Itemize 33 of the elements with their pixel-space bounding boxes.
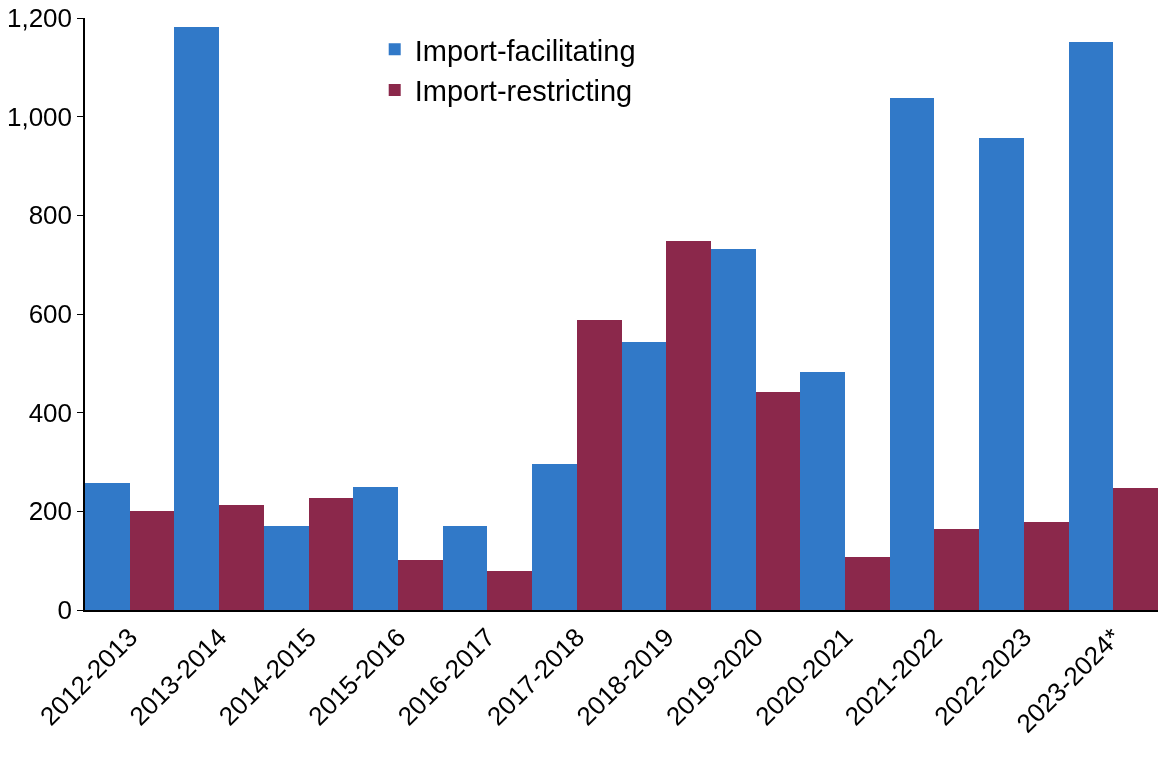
- bar: [577, 320, 622, 610]
- bar: [85, 483, 130, 610]
- bar: [219, 505, 264, 610]
- legend-label: Import-facilitating: [414, 34, 636, 67]
- bar: [309, 498, 353, 610]
- y-tick-label: 1,000: [6, 101, 73, 132]
- bar: [532, 464, 577, 610]
- bar: [174, 27, 219, 610]
- bar: [845, 557, 890, 610]
- y-tick-label: 600: [28, 299, 73, 330]
- bar: [622, 342, 666, 610]
- bar: [264, 526, 309, 610]
- y-tick-label: 0: [57, 595, 73, 626]
- bar: [1113, 488, 1158, 610]
- bar: [800, 372, 845, 610]
- bar: [711, 249, 756, 610]
- bar: [934, 529, 979, 610]
- bar: [666, 241, 711, 610]
- bar: [979, 138, 1024, 610]
- bar: [1069, 42, 1113, 610]
- legend-label: Import-restricting: [414, 75, 633, 108]
- bar: [890, 98, 934, 610]
- y-tick-label: 1,200: [6, 3, 73, 34]
- bar: [353, 487, 398, 610]
- bar: [487, 571, 532, 610]
- bar: [398, 560, 443, 610]
- y-tick-label: 400: [28, 397, 73, 428]
- bar: [443, 526, 487, 610]
- y-tick-label: 800: [28, 200, 73, 231]
- bar: [1024, 522, 1069, 610]
- bar: [130, 511, 174, 610]
- y-tick-label: 200: [28, 496, 73, 527]
- bar: [756, 392, 800, 610]
